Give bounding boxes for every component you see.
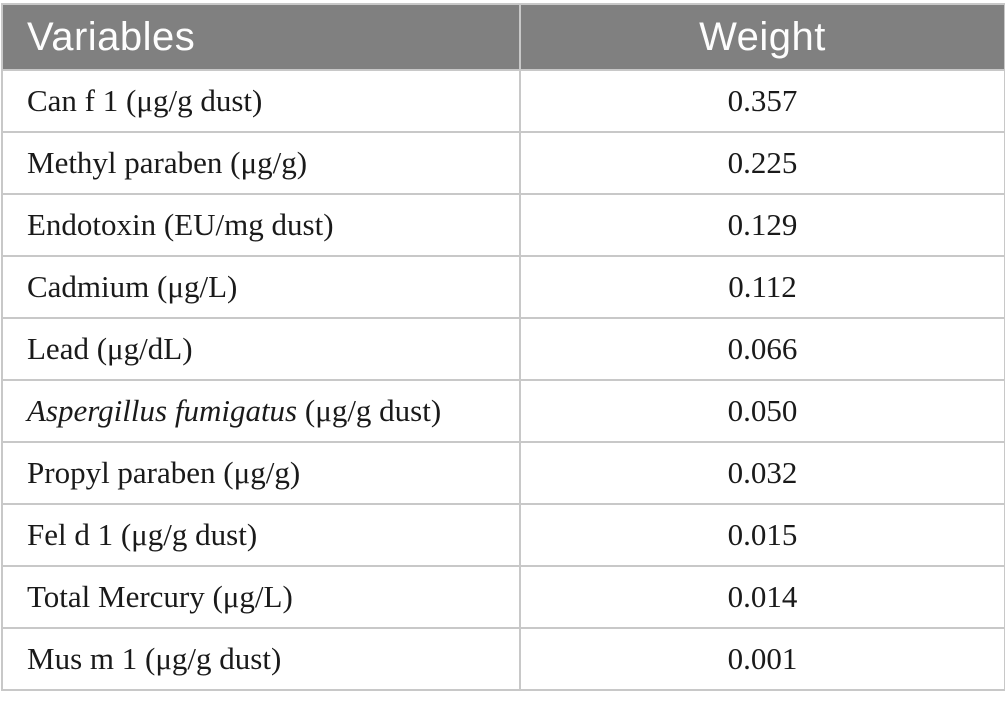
weight-cell: 0.129 (519, 193, 1005, 257)
table-body: Can f 1 (μg/g dust) 0.357 Methyl paraben… (1, 69, 1005, 691)
table-row: Total Mercury (μg/L) 0.014 (1, 565, 1005, 629)
variable-label: Can f 1 (μg/g dust) (27, 83, 263, 118)
variable-label: Methyl paraben (μg/g) (27, 145, 308, 180)
variable-weights-table: Variables Weight Can f 1 (μg/g dust) 0.3… (1, 3, 1005, 691)
variable-label: Propyl paraben (μg/g) (27, 455, 301, 490)
variable-label: Cadmium (μg/L) (27, 269, 238, 304)
weight-cell: 0.001 (519, 627, 1005, 691)
variable-cell: Fel d 1 (μg/g dust) (1, 503, 521, 567)
column-header-weight: Weight (519, 3, 1005, 71)
table-row: Endotoxin (EU/mg dust) 0.129 (1, 193, 1005, 257)
weight-cell: 0.014 (519, 565, 1005, 629)
table-row: Methyl paraben (μg/g) 0.225 (1, 131, 1005, 195)
table-row: Cadmium (μg/L) 0.112 (1, 255, 1005, 319)
variable-cell: Endotoxin (EU/mg dust) (1, 193, 521, 257)
variable-cell: Total Mercury (μg/L) (1, 565, 521, 629)
weight-cell: 0.066 (519, 317, 1005, 381)
table-row: Can f 1 (μg/g dust) 0.357 (1, 69, 1005, 133)
variable-label: Lead (μg/dL) (27, 331, 193, 366)
variable-label: Fel d 1 (μg/g dust) (27, 517, 258, 552)
header-row: Variables Weight (1, 3, 1005, 71)
table-row: Mus m 1 (μg/g dust) 0.001 (1, 627, 1005, 691)
variable-cell: Lead (μg/dL) (1, 317, 521, 381)
table-row: Aspergillus fumigatus (μg/g dust) 0.050 (1, 379, 1005, 443)
variable-species-italic: Aspergillus fumigatus (27, 393, 298, 428)
variable-cell: Aspergillus fumigatus (μg/g dust) (1, 379, 521, 443)
weight-cell: 0.112 (519, 255, 1005, 319)
variable-label: Endotoxin (EU/mg dust) (27, 207, 334, 242)
variable-cell: Propyl paraben (μg/g) (1, 441, 521, 505)
table-row: Propyl paraben (μg/g) 0.032 (1, 441, 1005, 505)
weight-cell: 0.225 (519, 131, 1005, 195)
weight-cell: 0.357 (519, 69, 1005, 133)
variable-label: (μg/g dust) (297, 393, 442, 428)
variable-label: Total Mercury (μg/L) (27, 579, 293, 614)
table-row: Lead (μg/dL) 0.066 (1, 317, 1005, 381)
variable-label: Mus m 1 (μg/g dust) (27, 641, 282, 676)
weight-cell: 0.050 (519, 379, 1005, 443)
variable-cell: Can f 1 (μg/g dust) (1, 69, 521, 133)
variable-cell: Methyl paraben (μg/g) (1, 131, 521, 195)
table-row: Fel d 1 (μg/g dust) 0.015 (1, 503, 1005, 567)
weight-cell: 0.032 (519, 441, 1005, 505)
column-header-variables: Variables (1, 3, 521, 71)
variable-cell: Cadmium (μg/L) (1, 255, 521, 319)
weight-cell: 0.015 (519, 503, 1005, 567)
table-header: Variables Weight (1, 3, 1005, 71)
variable-cell: Mus m 1 (μg/g dust) (1, 627, 521, 691)
